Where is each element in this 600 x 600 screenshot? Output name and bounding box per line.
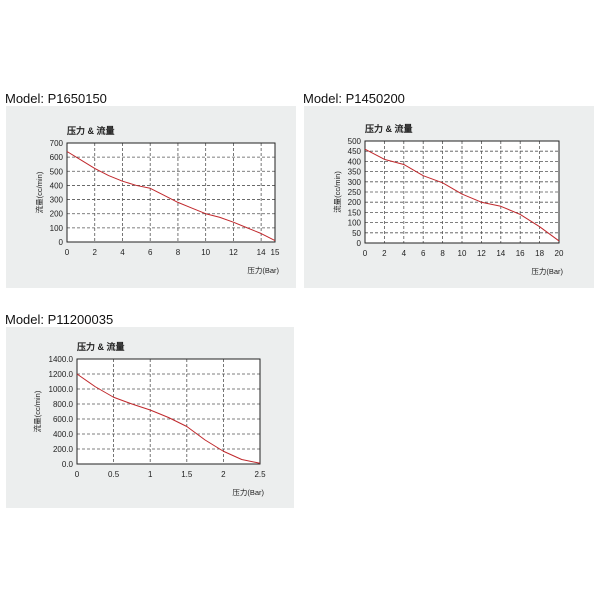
x-tick-label: 20 <box>555 249 564 258</box>
series-line <box>66 151 276 242</box>
x-tick-label: 4 <box>120 248 125 257</box>
x-tick-label: 10 <box>458 249 467 258</box>
y-tick-label: 300 <box>348 178 362 187</box>
x-tick-label: 1.5 <box>181 470 193 479</box>
y-tick-label: 400 <box>50 181 64 190</box>
x-tick-label: 12 <box>477 249 486 258</box>
y-tick-label: 400.0 <box>53 430 74 439</box>
x-tick-label: 0.5 <box>108 470 120 479</box>
chart-3: 0 0.5 1 1.5 2 2.5 0.0 200.0 400.0 600.0 800.0 1000.… <box>6 327 294 508</box>
x-tick-label: 0 <box>65 248 70 257</box>
x-tick-label: 18 <box>535 249 544 258</box>
y-tick-label: 50 <box>352 229 361 238</box>
chart-panel-3: 0 0.5 1 1.5 2 2.5 0.0 200.0 400.0 600.0 800.0 1000.… <box>6 327 294 508</box>
y-tick-label: 400 <box>348 157 362 166</box>
x-tick-label: 10 <box>201 248 210 257</box>
x-tick-label: 14 <box>496 249 505 258</box>
x-tick-label: 2 <box>221 470 226 479</box>
x-tick-label: 6 <box>421 249 426 258</box>
y-tick-label: 350 <box>348 168 362 177</box>
model-label-1: Model: P1650150 <box>5 91 107 106</box>
plot-area <box>67 143 275 242</box>
plot-frame <box>76 358 261 465</box>
x-axis-label: 压力(Bar) <box>531 266 563 276</box>
y-tick-label: 1000.0 <box>49 385 74 394</box>
x-tick-label: 1 <box>148 470 153 479</box>
y-axis-label: 流量(cc/min) <box>332 171 342 213</box>
x-tick-label: 2.5 <box>254 470 266 479</box>
plot-frame <box>66 142 276 243</box>
y-tick-label: 450 <box>348 147 362 156</box>
y-tick-label: 100 <box>348 219 362 228</box>
chart-title: 压力 & 流量 <box>77 341 125 352</box>
y-axis-label: 流量(cc/min) <box>34 171 44 213</box>
x-tick-label: 0 <box>75 470 80 479</box>
y-tick-label: 150 <box>348 208 362 217</box>
y-tick-label: 300 <box>50 196 64 205</box>
y-tick-label: 500 <box>50 167 64 176</box>
x-tick-label: 2 <box>93 248 98 257</box>
y-tick-label: 200.0 <box>53 445 74 454</box>
plot-frame <box>364 140 560 244</box>
chart-panel-2: 0 2 4 6 8 10 12 14 16 18 20 0 50 100 150 200 250 300 350 40… <box>304 106 594 288</box>
chart-title: 压力 & 流量 <box>67 125 115 136</box>
y-axis-label: 流量(cc/min) <box>32 390 42 432</box>
y-tick-label: 0.0 <box>62 460 74 469</box>
y-tick-label: 200 <box>50 210 64 219</box>
y-tick-label: 1400.0 <box>49 355 74 364</box>
x-tick-label: 0 <box>363 249 368 258</box>
y-tick-label: 600.0 <box>53 415 74 424</box>
y-tick-label: 0 <box>357 239 362 248</box>
chart-title: 压力 & 流量 <box>365 123 413 134</box>
y-tick-label: 200 <box>348 198 362 207</box>
series-line <box>76 373 261 464</box>
model-label-2: Model: P1450200 <box>303 91 405 106</box>
y-tick-label: 500 <box>348 137 362 146</box>
x-axis-label: 压力(Bar) <box>247 265 279 275</box>
y-tick-label: 0 <box>59 238 64 247</box>
chart-panel-1: 0 2 4 6 8 10 12 14 15 0 100 200 300 400 500 600 700 压力 & … <box>6 106 296 288</box>
x-tick-label: 8 <box>440 249 445 258</box>
y-tick-label: 100 <box>50 224 64 233</box>
plot-area <box>77 359 260 464</box>
x-tick-label: 16 <box>516 249 525 258</box>
model-label-3: Model: P11200035 <box>5 312 114 327</box>
y-tick-label: 250 <box>348 188 362 197</box>
y-tick-label: 800.0 <box>53 400 74 409</box>
y-tick-label: 700 <box>50 139 64 148</box>
x-tick-label: 2 <box>382 249 387 258</box>
x-axis-label: 压力(Bar) <box>232 487 264 497</box>
chart-2: 0 2 4 6 8 10 12 14 16 18 2005010015020025030035040… <box>304 106 594 288</box>
y-tick-label: 1200.0 <box>49 370 74 379</box>
series-line <box>364 148 560 242</box>
x-tick-label: 12 <box>229 248 238 257</box>
y-tick-label: 600 <box>50 153 64 162</box>
x-tick-label: 15 <box>271 248 280 257</box>
x-tick-label: 6 <box>148 248 153 257</box>
x-tick-label: 4 <box>402 249 407 258</box>
x-tick-label: 14 <box>257 248 266 257</box>
x-tick-label: 8 <box>176 248 181 257</box>
